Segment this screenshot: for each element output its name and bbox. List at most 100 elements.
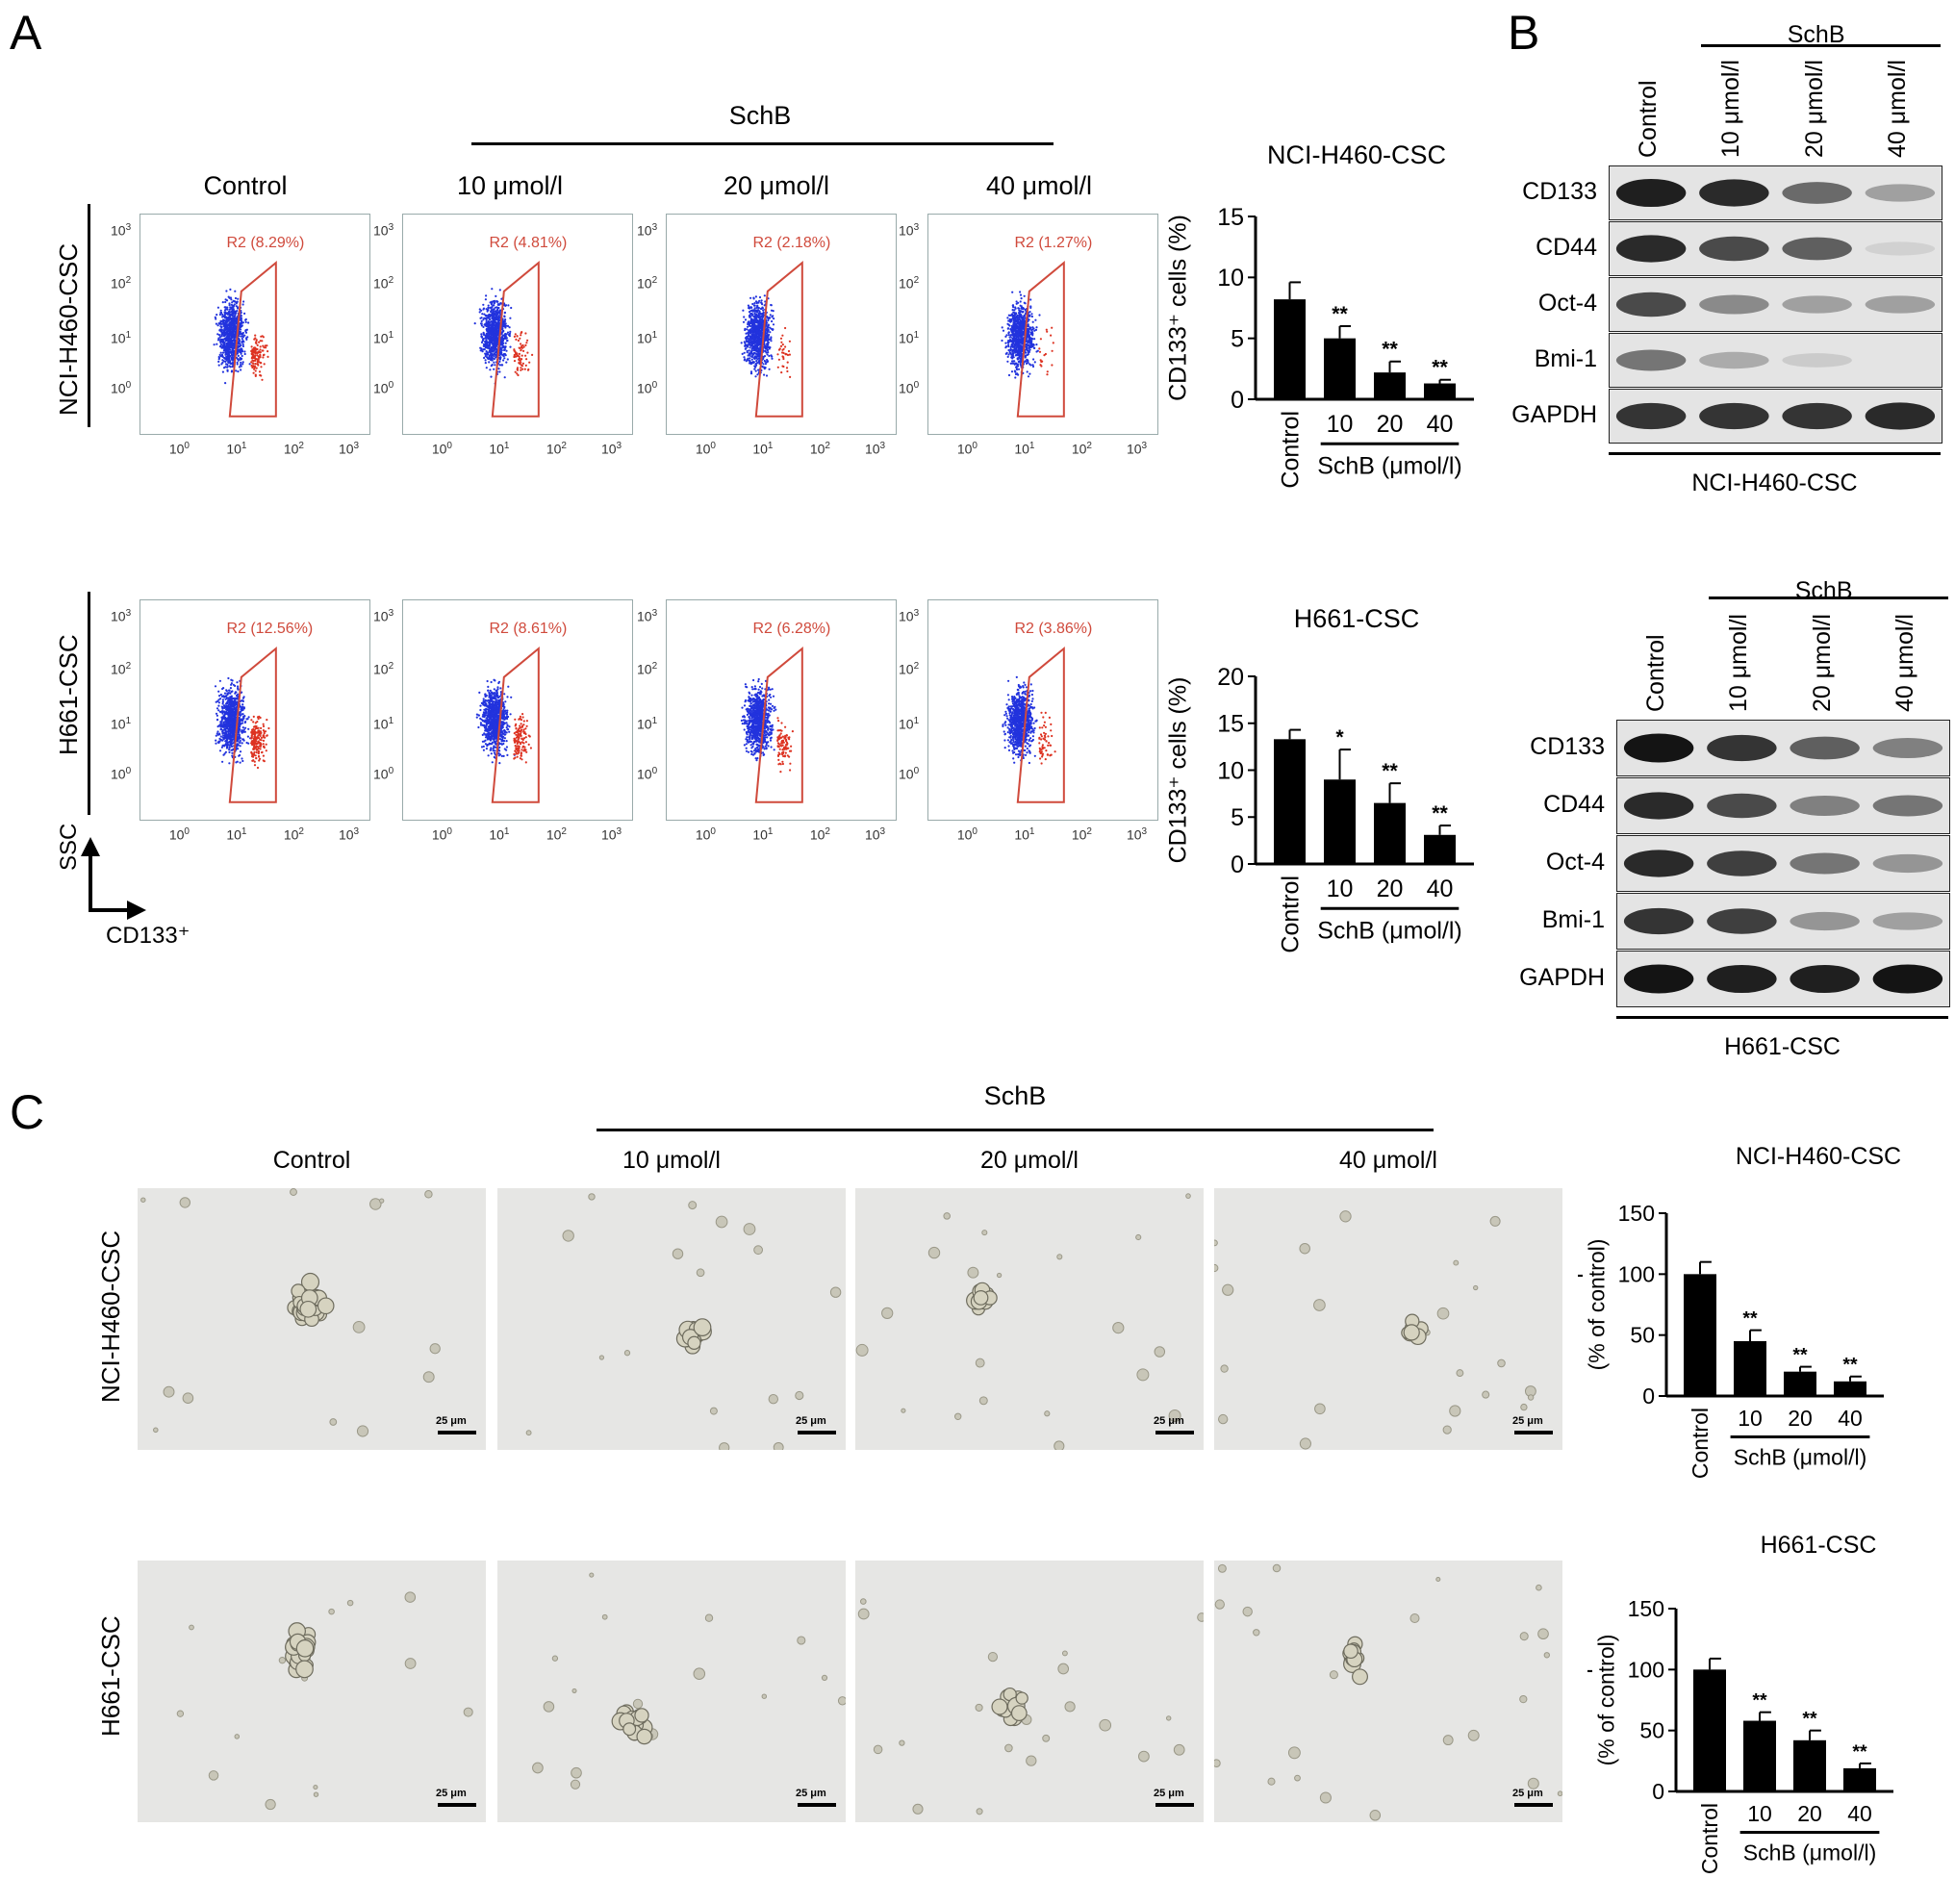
facs-event — [1015, 368, 1019, 371]
facs-event — [486, 329, 489, 333]
facs-event — [497, 315, 500, 317]
facs-event — [241, 336, 244, 339]
facs-event — [243, 352, 246, 356]
facs-event — [225, 701, 228, 705]
facs-event — [1013, 363, 1016, 366]
facs-event — [216, 343, 218, 345]
facs-event — [753, 307, 756, 310]
facs-condition-label-2: 20 μmol/l — [723, 171, 830, 200]
facs-event — [761, 316, 765, 318]
facs-event — [223, 329, 226, 332]
facs-event — [224, 735, 227, 738]
facs-event — [1015, 334, 1018, 337]
facs-event — [754, 333, 757, 336]
facs-event — [244, 721, 247, 724]
facs-event — [220, 322, 223, 325]
facs-event — [1007, 353, 1010, 356]
facs-event — [1011, 317, 1014, 320]
facs-event — [490, 320, 493, 323]
facs-event — [1013, 360, 1016, 363]
facs-event — [518, 346, 520, 349]
facs-event — [224, 353, 227, 356]
facs-event — [255, 367, 258, 369]
facs-event — [503, 334, 506, 337]
facs-event — [473, 322, 476, 325]
facs-event — [787, 349, 791, 353]
facs-event — [496, 311, 499, 314]
facs-event — [489, 336, 492, 339]
facs-event — [263, 346, 266, 349]
facs-event — [224, 332, 227, 335]
facs-event — [1007, 332, 1010, 335]
facs-event — [749, 362, 751, 365]
facs-y-tick: 100 — [373, 380, 394, 397]
facs-event — [231, 703, 234, 706]
facs-event — [1016, 354, 1019, 357]
facs-event — [485, 294, 488, 297]
facs-event — [484, 359, 487, 362]
facs-event — [235, 761, 238, 764]
facs-event — [748, 359, 750, 362]
facs-event — [217, 701, 220, 704]
facs-event — [752, 335, 755, 338]
facs-y-tick: 102 — [111, 274, 132, 292]
facs-event — [232, 731, 236, 734]
facs-event — [239, 712, 241, 715]
facs-event — [264, 344, 267, 347]
facs-x-tick: 103 — [1126, 441, 1148, 457]
facs-event — [485, 345, 488, 348]
facs-event — [752, 318, 755, 321]
facs-event — [779, 344, 783, 347]
facs-event — [216, 725, 219, 728]
facs-event — [752, 329, 755, 332]
facs-event — [1018, 342, 1021, 344]
facs-event — [750, 329, 753, 333]
facs-event — [524, 364, 527, 367]
facs-event — [490, 303, 493, 306]
facs-y-tick: 102 — [111, 660, 132, 677]
facs-event — [224, 298, 227, 301]
facs-event — [495, 338, 498, 341]
facs-event — [254, 337, 257, 340]
facs-event — [242, 300, 245, 303]
facs-event — [229, 362, 232, 366]
facs-event — [1018, 356, 1021, 359]
facs-event — [251, 366, 254, 369]
facs-event — [216, 324, 219, 327]
facs-event — [482, 308, 485, 311]
facs-event — [513, 360, 517, 363]
facs-event — [763, 373, 766, 376]
facs-event — [1005, 334, 1008, 337]
facs-event — [1024, 354, 1028, 357]
facs-event — [220, 325, 223, 328]
facs-event — [1035, 343, 1038, 346]
facs-event — [758, 337, 761, 340]
facs-event — [251, 729, 254, 732]
facs-event — [252, 360, 255, 363]
facs-event — [1019, 300, 1022, 303]
facs-event — [1015, 366, 1018, 368]
facs-event — [1024, 360, 1027, 363]
facs-event — [486, 310, 489, 313]
facs-event — [494, 306, 496, 309]
facs-event — [489, 326, 492, 329]
facs-event — [518, 352, 520, 355]
facs-event — [250, 352, 253, 355]
facs-event — [232, 734, 235, 737]
facs-event — [219, 693, 222, 697]
facs-event — [769, 331, 772, 334]
facs-event — [758, 319, 761, 322]
facs-event — [262, 724, 266, 727]
facs-event — [488, 361, 491, 364]
facs-event — [241, 730, 243, 733]
facs-event — [241, 705, 244, 708]
facs-event — [1008, 319, 1011, 322]
facs-event — [762, 312, 765, 315]
facs-event — [262, 344, 265, 347]
facs-event — [1021, 325, 1024, 328]
facs-event — [786, 353, 790, 357]
facs-event — [509, 317, 512, 319]
facs-event — [778, 347, 781, 350]
facs-event — [239, 345, 241, 348]
facs-event — [229, 742, 232, 745]
